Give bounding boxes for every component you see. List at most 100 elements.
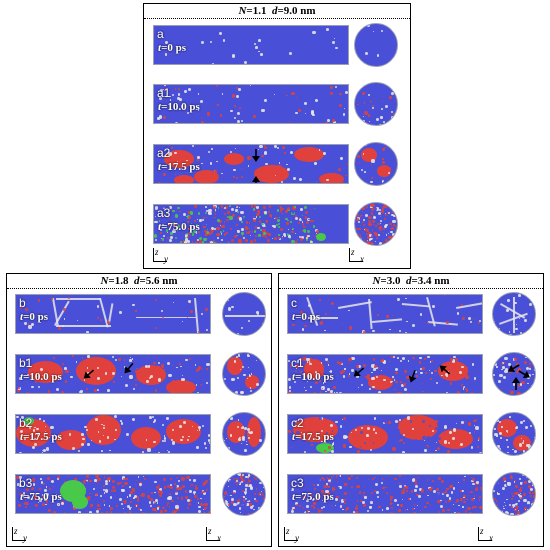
phase-region (334, 493, 337, 496)
phase-region (276, 180, 279, 183)
phase-region (358, 512, 361, 513)
phase-region (281, 235, 283, 237)
phase-region (291, 493, 294, 496)
phase-region (344, 483, 347, 486)
phase-region (423, 357, 426, 361)
phase-region (381, 171, 384, 174)
phase-region (86, 371, 90, 374)
phase-region (499, 480, 501, 482)
phase-region (392, 118, 395, 121)
phase-region (151, 508, 155, 512)
phase-region (221, 239, 224, 241)
phase-region (499, 374, 503, 378)
phase-region (411, 478, 416, 482)
phase-region (361, 384, 364, 387)
phase-region (497, 445, 500, 449)
phase-region (524, 319, 527, 323)
panel-c-title: N=3.0 d=3.4 nm (279, 274, 543, 289)
phase-region (95, 475, 97, 477)
phase-region (334, 85, 338, 89)
phase-region (254, 169, 258, 173)
phase-region (460, 421, 464, 425)
phase-region (318, 479, 321, 482)
phase-region (364, 496, 367, 499)
phase-region (199, 218, 203, 222)
phase-region (148, 501, 152, 504)
phase-region (509, 475, 514, 480)
phase-region (380, 481, 384, 485)
phase-region (315, 381, 319, 385)
phase-region (500, 508, 504, 512)
phase-region (291, 376, 293, 379)
phase-region (327, 452, 330, 453)
phase-region (45, 492, 49, 496)
phase-region (237, 499, 240, 502)
phase-region (515, 327, 518, 331)
phase-region (181, 378, 185, 382)
phase-region (128, 487, 133, 491)
phase-region (332, 442, 335, 445)
phase-region (390, 110, 394, 114)
phase-region (295, 232, 297, 234)
phase-region (50, 425, 54, 429)
phase-region (238, 88, 241, 91)
phase-region (380, 506, 383, 510)
phase-region (174, 237, 178, 240)
phase-region (197, 109, 200, 112)
phase-region (533, 382, 535, 385)
phase-region (534, 481, 535, 485)
phase-region (214, 210, 217, 213)
phase-region (475, 426, 479, 430)
phase-region (194, 170, 219, 183)
phase-region (209, 478, 210, 481)
phase-region (236, 491, 241, 495)
phase-region (320, 430, 323, 432)
phase-region (95, 509, 100, 513)
phase-region (123, 478, 125, 480)
phase-region (342, 375, 346, 378)
phase-region (345, 506, 349, 511)
phase-region (180, 438, 183, 441)
phase-region (190, 108, 193, 111)
phase-region (362, 491, 365, 494)
phase-region (22, 492, 25, 495)
phase-region (208, 506, 210, 508)
panel-b: N=1.8 d=5.6 nm b t=0 ps b1 t=10.0 ps b2 t=17.… (6, 273, 272, 547)
phase-region (371, 219, 375, 224)
phase-region (399, 485, 402, 488)
phase-region (372, 385, 376, 389)
phase-region (524, 486, 527, 489)
phase-region (380, 210, 384, 214)
phase-region (404, 439, 407, 442)
phase-region (503, 513, 507, 515)
time-label: t=0 ps (292, 311, 320, 323)
phase-region (213, 231, 217, 235)
phase-region (249, 389, 252, 392)
phase-region (259, 145, 263, 149)
phase-region (304, 451, 308, 453)
phase-region (498, 473, 501, 476)
phase-region (356, 477, 359, 480)
phase-region (523, 480, 525, 482)
phase-region (310, 240, 313, 243)
phase-region (393, 28, 397, 32)
phase-region (320, 507, 323, 510)
phase-region (55, 387, 60, 391)
phase-region (263, 221, 267, 224)
phase-region (291, 436, 293, 438)
phase-region (533, 506, 535, 510)
phase-region (388, 360, 390, 362)
phase-region (78, 390, 81, 393)
phase-region (325, 358, 329, 362)
phase-region (198, 502, 200, 504)
nanowire-cross-section-c2 (492, 412, 536, 456)
phase-region (198, 429, 200, 431)
phase-region (499, 500, 503, 504)
phase-region (374, 229, 378, 233)
phase-region (432, 429, 435, 432)
phase-region (358, 243, 361, 245)
phase-region (312, 495, 314, 497)
phase-region (222, 39, 226, 42)
phase-region (494, 428, 496, 430)
